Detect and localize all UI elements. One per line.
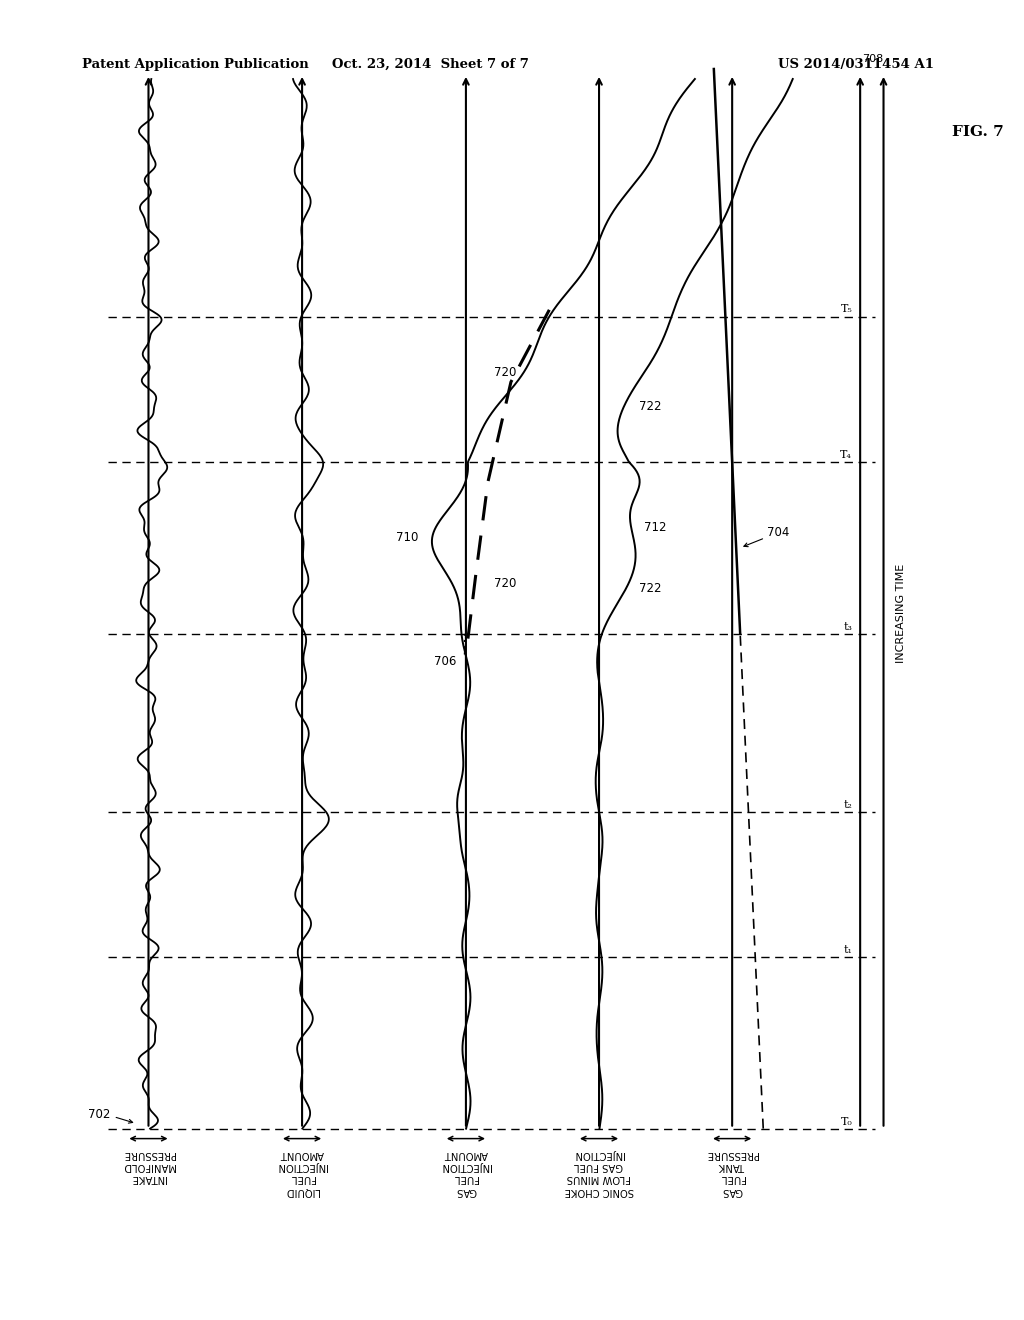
- Text: INTAKE
MANIFOLD
PRESSURE: INTAKE MANIFOLD PRESSURE: [122, 1148, 175, 1184]
- Text: Oct. 23, 2014  Sheet 7 of 7: Oct. 23, 2014 Sheet 7 of 7: [332, 58, 528, 71]
- Text: 722: 722: [639, 400, 662, 413]
- Text: t₂: t₂: [844, 800, 852, 809]
- Text: Patent Application Publication: Patent Application Publication: [82, 58, 308, 71]
- Text: t₃: t₃: [843, 622, 852, 631]
- Text: 720: 720: [494, 577, 516, 590]
- Text: GAS
FUEL
INJECTION
AMOUNT: GAS FUEL INJECTION AMOUNT: [440, 1148, 492, 1196]
- Text: LIQUID
FUEL
INJECTION
AMOUNT: LIQUID FUEL INJECTION AMOUNT: [276, 1148, 328, 1196]
- Text: 720: 720: [494, 366, 516, 379]
- Text: US 2014/0311454 A1: US 2014/0311454 A1: [778, 58, 934, 71]
- Text: 722: 722: [639, 582, 662, 595]
- Text: FIG. 7: FIG. 7: [952, 125, 1004, 139]
- Text: 710: 710: [395, 531, 418, 544]
- Text: T₀: T₀: [841, 1117, 852, 1126]
- Text: t₁: t₁: [844, 945, 852, 954]
- Text: 706: 706: [434, 655, 457, 668]
- Text: 708: 708: [862, 54, 884, 63]
- Text: T₅: T₅: [841, 304, 852, 314]
- Text: SONIC CHOKE
FLOW MINUS
GAS FUEL
INJECTION: SONIC CHOKE FLOW MINUS GAS FUEL INJECTIO…: [564, 1148, 634, 1196]
- Text: INCREASING TIME: INCREASING TIME: [896, 564, 905, 664]
- Text: GAS
FUEL
TANK
PRESSURE: GAS FUEL TANK PRESSURE: [707, 1148, 758, 1196]
- Text: 704: 704: [767, 527, 790, 540]
- Text: T₄: T₄: [841, 450, 852, 459]
- Text: 702: 702: [88, 1107, 111, 1121]
- Text: 712: 712: [644, 521, 667, 535]
